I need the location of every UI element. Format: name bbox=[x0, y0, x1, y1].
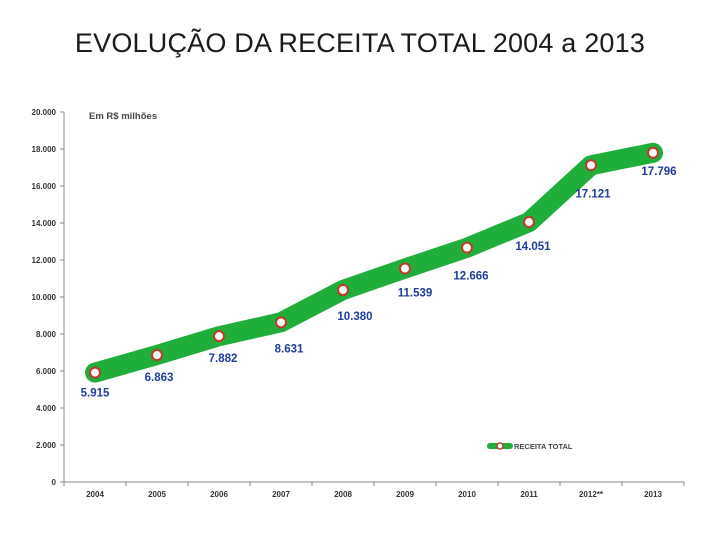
data-point-marker bbox=[523, 216, 535, 229]
x-tick-label: 2009 bbox=[396, 490, 414, 499]
data-label: 8.631 bbox=[275, 343, 304, 355]
data-label: 17.121 bbox=[575, 188, 611, 200]
series-line-receita-total bbox=[85, 142, 663, 383]
chart-legend: RECEITA TOTAL bbox=[487, 442, 573, 451]
x-tick-label: 2011 bbox=[520, 490, 538, 499]
data-label: 11.539 bbox=[398, 288, 433, 300]
y-tick-label: 0 bbox=[52, 478, 57, 487]
series-line bbox=[85, 142, 663, 383]
x-tick-label: 2012** bbox=[579, 490, 604, 499]
data-point-marker bbox=[89, 366, 101, 379]
x-axis-ticks: 2004 2005 2006 2007 2008 2009 2010 2011 2012** 20… bbox=[63, 482, 685, 499]
data-label: 6.863 bbox=[145, 372, 174, 384]
x-tick-label: 2004 bbox=[86, 490, 104, 499]
data-label: 5.915 bbox=[81, 388, 110, 400]
y-tick-label: 2.000 bbox=[36, 441, 57, 450]
data-labels: 5.915 6.863 7.882 8.631 10.380 11.539 12.666 14… bbox=[81, 166, 677, 400]
y-tick-label: 8.000 bbox=[36, 330, 57, 339]
data-label: 10.380 bbox=[337, 311, 372, 323]
legend-swatch-marker bbox=[496, 442, 504, 450]
data-point-marker bbox=[275, 316, 287, 329]
data-label: 7.882 bbox=[209, 353, 238, 365]
data-point-marker bbox=[337, 283, 349, 296]
series-markers bbox=[89, 146, 659, 379]
unit-label: Em R$ milhões bbox=[89, 111, 157, 122]
data-point-marker bbox=[213, 330, 225, 343]
data-point-marker bbox=[585, 159, 597, 172]
data-label: 17.796 bbox=[641, 166, 676, 178]
y-tick-label: 12.000 bbox=[32, 256, 57, 265]
y-tick-label: 10.000 bbox=[32, 293, 57, 302]
y-tick-label: 20.000 bbox=[32, 108, 57, 117]
y-tick-label: 4.000 bbox=[36, 404, 57, 413]
data-label: 14.051 bbox=[515, 241, 551, 253]
x-tick-label: 2013 bbox=[644, 490, 662, 499]
data-point-marker bbox=[151, 349, 163, 362]
legend-label: RECEITA TOTAL bbox=[514, 442, 573, 451]
x-tick-label: 2006 bbox=[210, 490, 228, 499]
data-point-marker bbox=[461, 241, 473, 254]
y-tick-label: 14.000 bbox=[32, 219, 57, 228]
data-point-marker bbox=[647, 146, 659, 159]
x-tick-label: 2005 bbox=[148, 490, 166, 499]
y-tick-label: 6.000 bbox=[36, 367, 57, 376]
x-tick-label: 2008 bbox=[334, 490, 352, 499]
data-label: 12.666 bbox=[453, 271, 488, 283]
x-tick-label: 2007 bbox=[272, 490, 290, 499]
y-axis-ticks: 0 2.000 4.000 6.000 8.000 10.000 12.000 14.000 1… bbox=[32, 108, 64, 487]
y-tick-label: 18.000 bbox=[32, 145, 57, 154]
x-tick-label: 2010 bbox=[458, 490, 476, 499]
data-point-marker bbox=[399, 262, 411, 275]
slide-title: EVOLUÇÃO DA RECEITA TOTAL 2004 a 2013 bbox=[74, 28, 646, 58]
y-tick-label: 16.000 bbox=[32, 182, 57, 191]
